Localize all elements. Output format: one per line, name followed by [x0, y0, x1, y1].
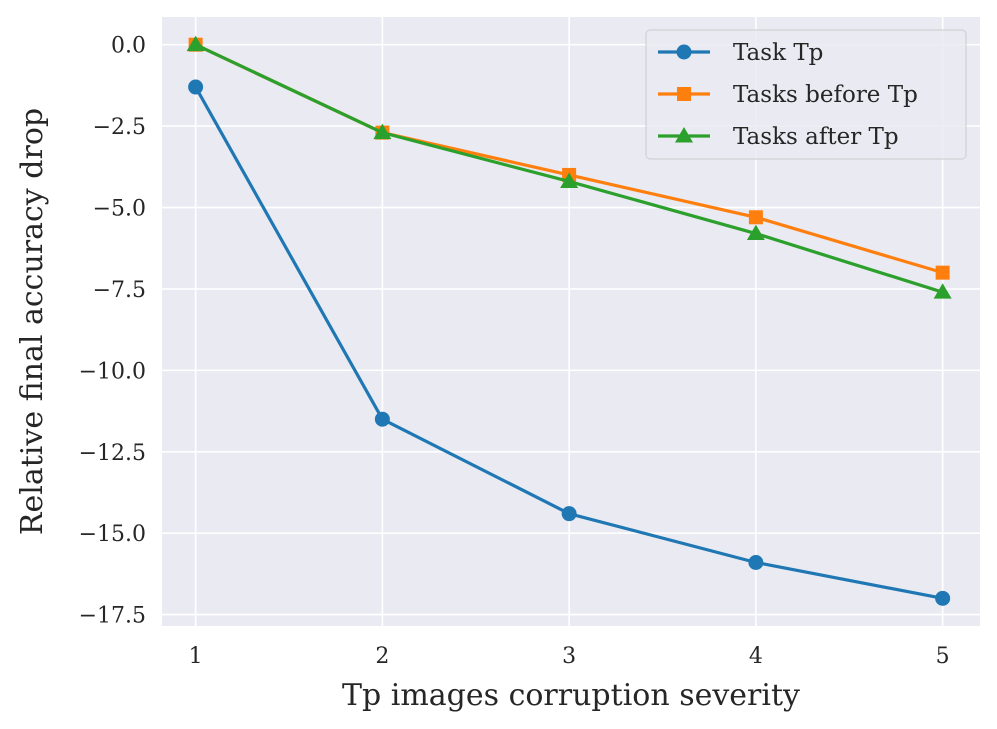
x-tick-label: 5 — [936, 644, 950, 669]
y-tick-label: −17.5 — [79, 604, 146, 629]
y-tick-label: −7.5 — [93, 278, 146, 303]
tick-labels: 0.0 −2.5 −5.0 −7.5 −10.0 −12.5 −15.0 −17.5 1 2 3 4 5 — [79, 34, 950, 669]
y-tick-label: −2.5 — [93, 115, 146, 140]
data-point — [186, 35, 205, 52]
legend-frame — [645, 29, 967, 160]
data-point — [561, 506, 577, 522]
data-point — [748, 210, 763, 225]
legend-marker — [677, 87, 691, 101]
y-tick-label: −15.0 — [79, 522, 146, 547]
y-tick-label: −10.0 — [79, 359, 146, 384]
legend-label: Task Tp — [733, 40, 823, 66]
legend-item: Task Tp — [658, 40, 823, 66]
data-point — [933, 283, 952, 299]
series-task-tp — [188, 79, 951, 606]
legend-marker — [675, 127, 693, 143]
data-point — [374, 411, 390, 427]
data-point — [935, 590, 951, 606]
x-tick-label: 1 — [189, 644, 203, 669]
data-point — [935, 265, 950, 280]
legend-label: Tasks before Tp — [733, 82, 918, 108]
series-tasks-after-tp — [186, 35, 952, 299]
data-point — [560, 172, 579, 188]
y-tick-label: −5.0 — [93, 197, 146, 222]
x-axis-title: Tp images corruption severity — [342, 678, 800, 713]
data-point — [188, 79, 204, 95]
y-tick-label: −12.5 — [79, 441, 146, 466]
legend-item: Tasks before Tp — [658, 82, 918, 108]
x-tick-label: 3 — [562, 644, 576, 669]
legend-item: Tasks after Tp — [658, 124, 899, 150]
y-axis-title: Relative final accuracy drop — [15, 108, 50, 535]
legend: Task Tp Tasks before Tp Tasks after Tp — [645, 29, 967, 160]
data-point — [746, 224, 765, 241]
legend-label: Tasks after Tp — [733, 124, 899, 150]
x-tick-label: 4 — [749, 644, 763, 669]
x-tick-label: 2 — [375, 644, 389, 669]
grid — [162, 17, 980, 626]
data-point — [748, 554, 764, 570]
y-tick-label: 0.0 — [111, 34, 146, 59]
legend-marker — [676, 44, 692, 60]
data-point — [373, 123, 392, 140]
series-layer — [186, 35, 952, 606]
